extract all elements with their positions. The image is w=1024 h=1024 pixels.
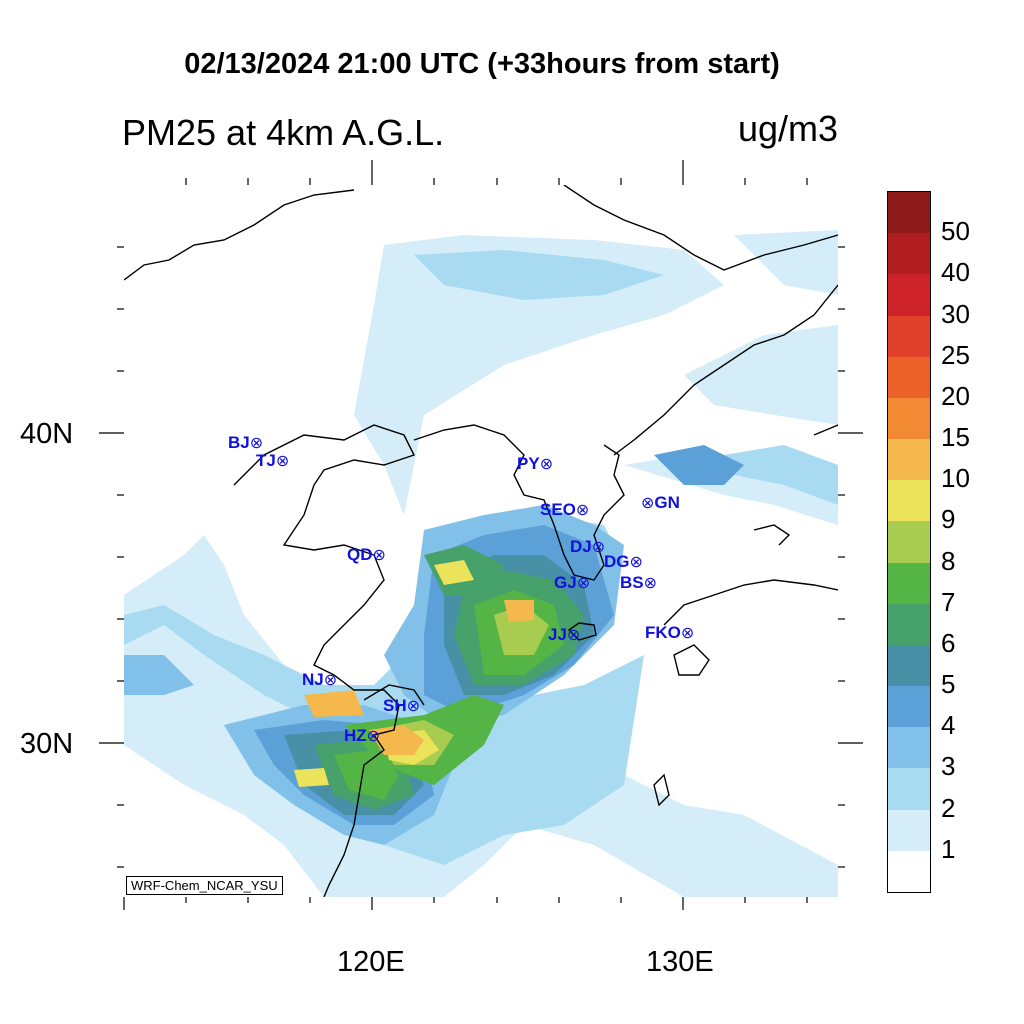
station-fko: FKO⊗ xyxy=(645,623,695,642)
x-tick-130e: 130E xyxy=(646,946,714,978)
station-bj: BJ⊗ xyxy=(228,433,264,452)
map-title: 02/13/2024 21:00 UTC (+33hours from star… xyxy=(184,48,780,80)
station-jj: JJ⊗ xyxy=(548,625,581,644)
colorbar-bin xyxy=(888,192,930,234)
colorbar-label: 8 xyxy=(941,545,956,576)
colorbar-label: 15 xyxy=(941,422,970,453)
station-gj: GJ⊗ xyxy=(554,573,591,592)
station-hz: HZ⊗ xyxy=(344,726,381,745)
station-bs: BS⊗ xyxy=(620,573,658,592)
station-nj: NJ⊗ xyxy=(302,670,338,689)
station-sh: SH⊗ xyxy=(383,696,421,715)
colorbar-label: 6 xyxy=(941,627,956,658)
coastlines xyxy=(124,185,838,897)
colorbar-label: 10 xyxy=(941,463,970,494)
station-py: PY⊗ xyxy=(517,454,554,473)
colorbar-bin xyxy=(888,356,930,398)
station-dj: DJ⊗ xyxy=(570,537,606,556)
station-qd: QD⊗ xyxy=(347,545,386,564)
colorbar-bin xyxy=(888,850,930,892)
colorbar-bin xyxy=(888,315,930,357)
colorbar-bin xyxy=(888,686,930,728)
colorbar-bin xyxy=(888,521,930,563)
colorbar-bin xyxy=(888,233,930,275)
colorbar-label: 7 xyxy=(941,586,956,617)
map-panel xyxy=(124,185,838,897)
colorbar-label: 3 xyxy=(941,751,956,782)
colorbar-bin xyxy=(888,768,930,810)
colorbar-label: 4 xyxy=(941,710,956,741)
y-tick-40n: 40N xyxy=(20,418,74,450)
pm25-contours xyxy=(124,230,838,897)
colorbar-bin xyxy=(888,274,930,316)
colorbar-bin xyxy=(888,562,930,604)
colorbar-bin xyxy=(888,603,930,645)
colorbar-label: 20 xyxy=(941,380,970,411)
colorbar-label: 5 xyxy=(941,669,956,700)
units-label: ug/m3 xyxy=(737,108,838,149)
colorbar-label: 40 xyxy=(941,257,970,288)
colorbar-label: 9 xyxy=(941,504,956,535)
station-dg: DG⊗ xyxy=(604,552,643,571)
station-seo: SEO⊗ xyxy=(540,500,590,519)
pm25-field xyxy=(124,185,838,897)
model-credit: WRF-Chem_NCAR_YSU xyxy=(126,876,283,895)
colorbar-label: 30 xyxy=(941,298,970,329)
station-tj: TJ⊗ xyxy=(256,451,290,470)
colorbar-label: 50 xyxy=(941,216,970,247)
colorbar-label: 25 xyxy=(941,339,970,370)
x-tick-120e: 120E xyxy=(337,946,405,978)
colorbar-label: 1 xyxy=(941,833,956,864)
colorbar-bin xyxy=(888,727,930,769)
colorbar-bin xyxy=(888,397,930,440)
colorbar xyxy=(887,191,931,893)
variable-label: PM25 at 4km A.G.L. xyxy=(122,112,445,153)
y-tick-30n: 30N xyxy=(20,728,74,760)
colorbar-bin xyxy=(888,439,930,481)
colorbar-bin xyxy=(888,809,930,851)
colorbar-bin xyxy=(888,644,930,687)
colorbar-label: 2 xyxy=(941,792,956,823)
colorbar-bin xyxy=(888,480,930,522)
station-gn: ⊗GN xyxy=(641,493,680,512)
